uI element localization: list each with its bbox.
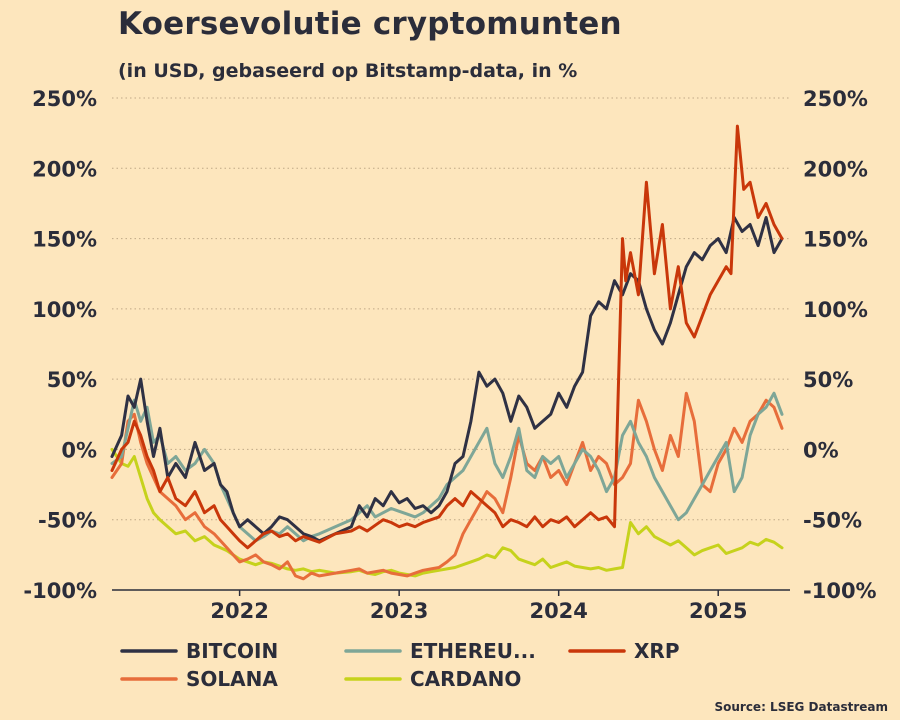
y-tick-label-right: 50% [803, 368, 853, 392]
y-axis-right: 250% 200% 150% 100% 50% 0% -50% -100% [803, 87, 877, 603]
y-tick-label-right: 150% [803, 228, 868, 252]
legend-label: ETHEREU... [410, 639, 536, 663]
series-line-xrp [110, 124, 784, 550]
series-line-cardano [110, 447, 784, 578]
legend-label: SOLANA [186, 667, 278, 691]
series-lines [110, 124, 784, 581]
source-note: Source: LSEG Datastream [714, 700, 888, 714]
y-tick-label-left: 0% [61, 438, 97, 462]
y-tick-label-left: -100% [23, 579, 97, 603]
legend-label: CARDANO [410, 667, 521, 691]
legend: BITCOIN ETHEREU... XRP SOLANA CARDANO [120, 639, 679, 691]
y-tick-label-left: 100% [32, 298, 97, 322]
legend-label: BITCOIN [186, 639, 278, 663]
y-tick-label-left: -50% [38, 509, 97, 533]
legend-label: XRP [634, 639, 679, 663]
chart-subtitle: (in USD, gebaseerd op Bitstamp-data, in … [118, 60, 578, 82]
y-axis-left: 250% 200% 150% 100% 50% 0% -50% -100% [23, 87, 97, 603]
y-tick-label-left: 50% [47, 368, 97, 392]
x-axis: 2022 2023 2024 2025 [210, 590, 747, 623]
x-tick-label: 2024 [529, 599, 587, 623]
chart-title: Koersevolutie cryptomunten [118, 6, 622, 42]
x-tick-label: 2023 [370, 599, 428, 623]
y-tick-label-right: -100% [803, 579, 877, 603]
y-tick-label-right: 100% [803, 298, 868, 322]
y-tick-label-left: 250% [32, 87, 97, 111]
x-tick-label: 2025 [689, 599, 747, 623]
series-line-ethereu [110, 391, 784, 543]
y-tick-label-right: 0% [803, 438, 839, 462]
y-tick-label-left: 200% [32, 157, 97, 181]
y-tick-label-right: 250% [803, 87, 868, 111]
gridlines [112, 97, 790, 521]
y-tick-label-left: 150% [32, 228, 97, 252]
y-tick-label-right: 200% [803, 157, 868, 181]
y-tick-label-right: -50% [803, 509, 862, 533]
x-tick-label: 2022 [210, 599, 268, 623]
series-line-bitcoin [110, 216, 784, 543]
series-line-solana [110, 391, 784, 581]
